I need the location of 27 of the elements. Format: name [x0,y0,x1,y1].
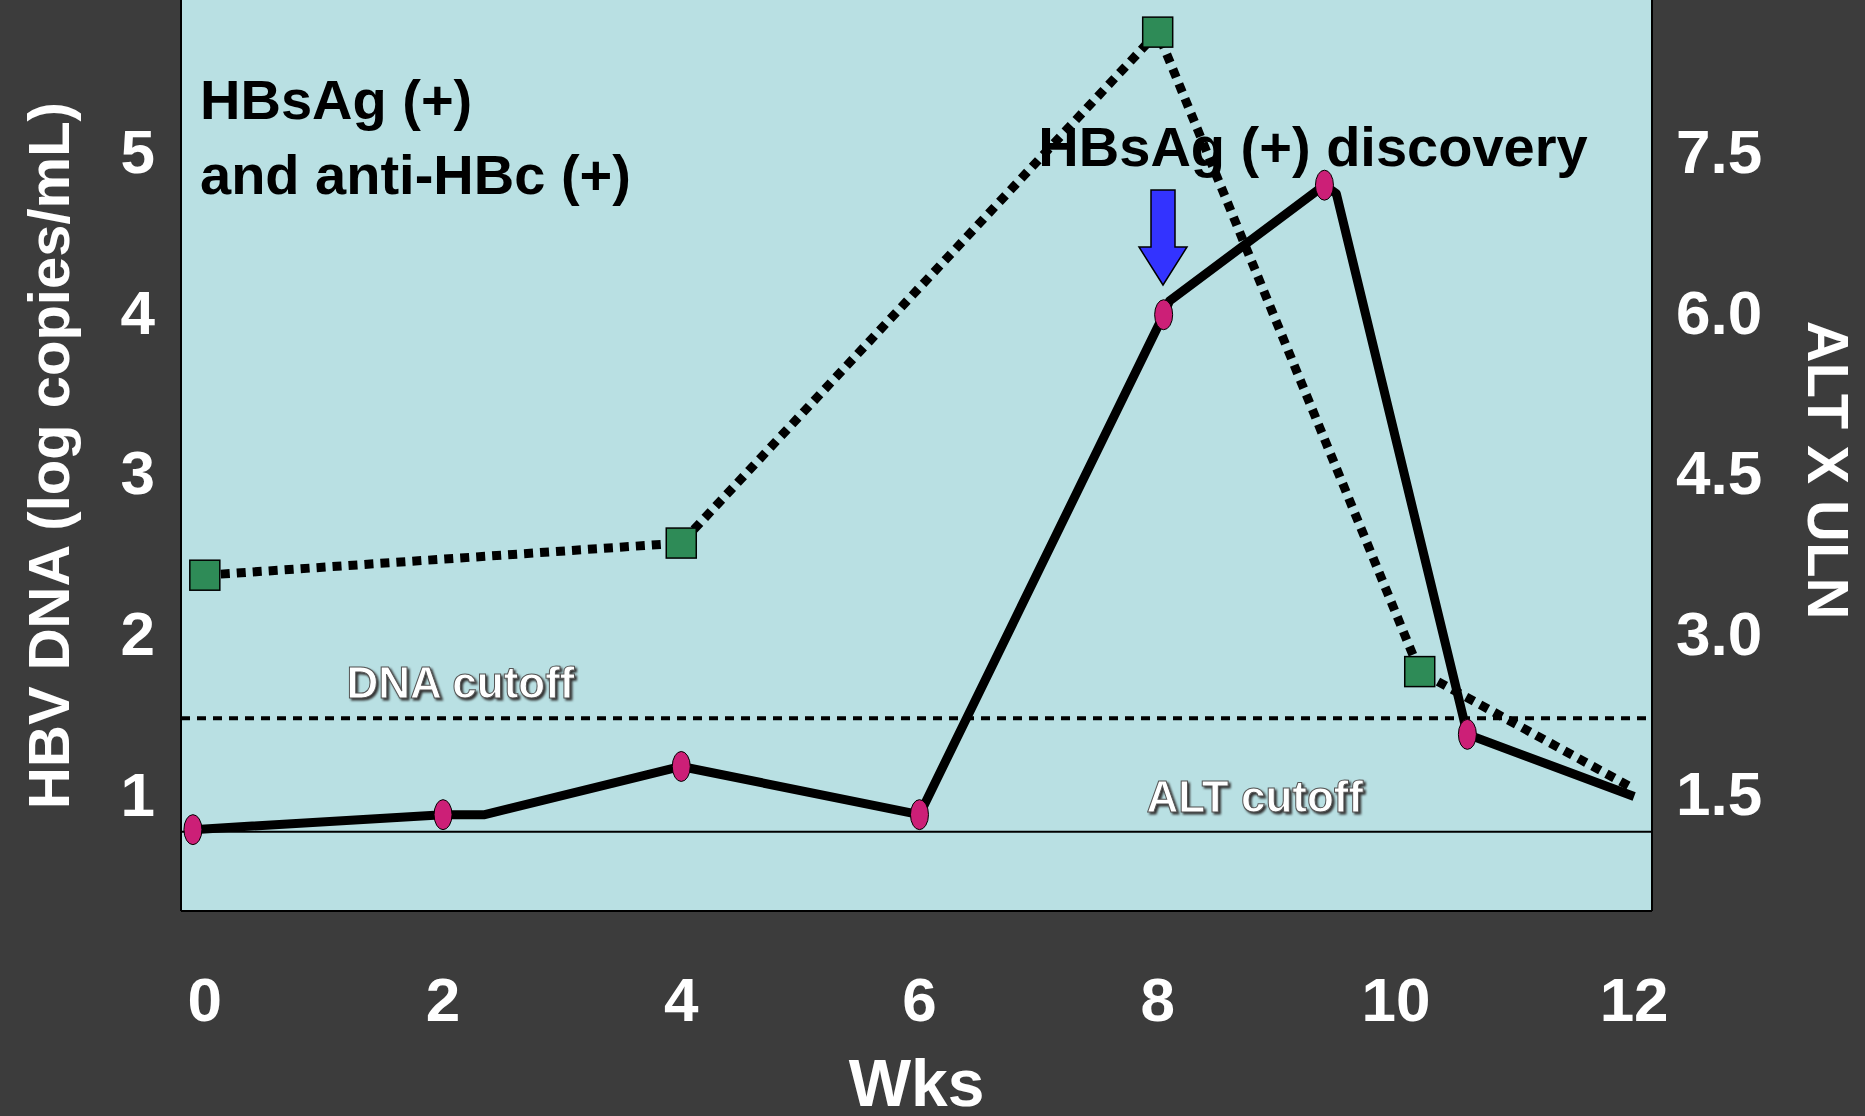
y2-tick-label: 7.5 [1676,116,1763,186]
point [1141,16,1174,48]
annotation: HBsAg (+) and anti-HBc (+) [200,68,631,206]
y-tick-label: 2 [120,599,155,669]
point [189,559,221,591]
y-tick-label: 1 [120,759,155,829]
point [1403,655,1436,688]
ref-line-label: DNA cutoff [346,658,575,708]
x-tick-label: 2 [425,965,461,1035]
y2-tick-label: 6.0 [1676,277,1763,347]
x-axis-title: Wks [848,1046,985,1116]
y-tick-label: 3 [120,438,155,508]
y2-tick-label: 1.5 [1676,759,1763,829]
ref-line-label: ALT cutoff [1146,771,1364,821]
y-tick-label: 4 [120,277,156,347]
x-tick-label: 6 [902,965,937,1035]
x-tick-label: 10 [1361,965,1431,1035]
y2-tick-label: 3.0 [1676,598,1763,668]
y2-axis-title: ALT X ULN [1795,320,1861,620]
y-tick-label: 5 [120,117,155,187]
y2-tick-label: 4.5 [1676,438,1763,508]
x-tick-label: 8 [1140,965,1175,1035]
x-tick-label: 0 [187,965,223,1035]
x-tick-label: 12 [1599,965,1669,1035]
x-tick-label: 4 [664,965,700,1035]
y-axis-title: HBV DNA (log copies/mL) [15,102,81,809]
point [665,527,698,559]
